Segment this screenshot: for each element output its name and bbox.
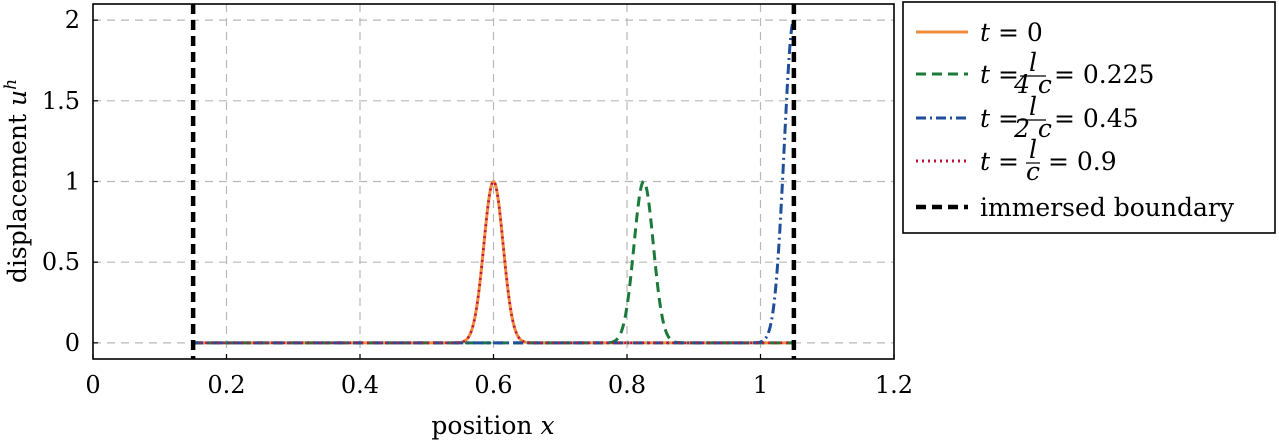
x-tick-label: 1.2 (875, 371, 913, 399)
y-tick-label: 0 (65, 329, 80, 357)
svg-text:t: t (980, 104, 991, 133)
y-ticks: 0 0.5 1 1.5 2 (42, 6, 98, 357)
x-ticks: 0 0.2 0.4 0.6 0.8 1 1.2 (85, 354, 913, 399)
svg-text:= 0.225: = 0.225 (1054, 60, 1154, 89)
x-tick-label: 1 (753, 371, 768, 399)
immersed-boundary-layer (190, 4, 797, 359)
svg-text:l: l (1029, 135, 1037, 164)
svg-text:= 0.9: = 0.9 (1048, 147, 1117, 176)
svg-text:= 0.45: = 0.45 (1054, 104, 1139, 133)
legend-label-1: t = 0 (980, 18, 1043, 47)
svg-text:t: t (980, 18, 991, 47)
svg-text:t: t (980, 60, 991, 89)
legend-label-2: t = l4 c = 0.225 (980, 48, 1154, 99)
y-axis-label: displacement uh (1, 79, 32, 283)
svg-text:= 0: = 0 (998, 18, 1043, 47)
y-tick-label: 2 (65, 6, 80, 34)
svg-text:=: = (998, 104, 1019, 133)
svg-text:l: l (1029, 48, 1037, 77)
x-tick-label: 0 (85, 371, 100, 399)
svg-text:2 c: 2 c (1013, 114, 1052, 143)
legend-label-4: t = lc = 0.9 (980, 135, 1117, 186)
x-tick-label: 0.8 (608, 371, 646, 399)
svg-text:=: = (998, 147, 1019, 176)
x-tick-label: 0.6 (474, 371, 512, 399)
svg-text:t: t (980, 147, 991, 176)
legend-label-3: t = l2 c = 0.45 (980, 92, 1139, 143)
x-axis-label: position x (431, 411, 554, 440)
series-layer (192, 19, 796, 345)
svg-text:4 c: 4 c (1013, 70, 1052, 99)
y-tick-label: 1.5 (42, 87, 80, 115)
x-tick-label: 0.2 (207, 371, 245, 399)
x-tick-label: 0.4 (341, 371, 379, 399)
svg-text:l: l (1029, 92, 1037, 121)
svg-text:=: = (998, 60, 1019, 89)
svg-text:c: c (1026, 157, 1040, 186)
y-tick-label: 0.5 (42, 248, 80, 276)
series-line-3 (192, 19, 796, 345)
y-tick-label: 1 (65, 168, 80, 196)
legend-label-boundary: immersed boundary (980, 193, 1235, 222)
